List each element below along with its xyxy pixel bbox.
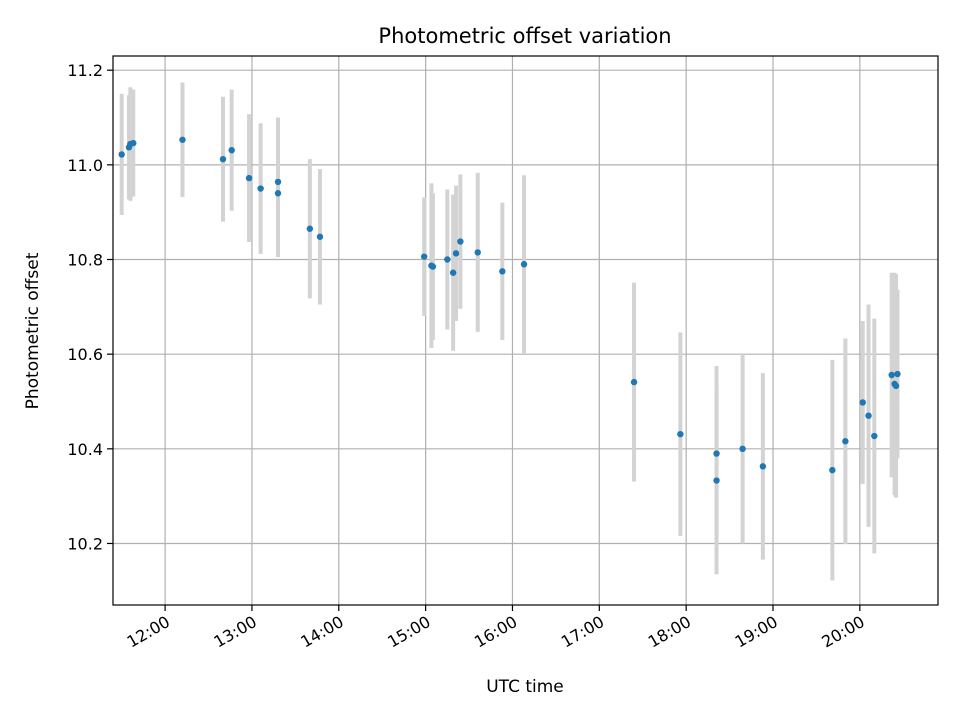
data-point xyxy=(865,412,872,419)
x-tick-label: 13:00 xyxy=(211,612,260,652)
data-point xyxy=(859,399,866,406)
data-point xyxy=(274,178,282,186)
chart-title: Photometric offset variation xyxy=(378,24,671,48)
x-tick-label: 18:00 xyxy=(645,612,694,652)
y-tick-label: 11.2 xyxy=(67,61,103,80)
x-tick-label: 19:00 xyxy=(732,612,781,652)
data-point xyxy=(306,225,314,232)
data-point xyxy=(759,463,767,470)
data-point xyxy=(892,382,900,390)
data-point xyxy=(228,146,235,154)
data-point xyxy=(739,445,746,453)
data-point xyxy=(429,263,437,270)
data-point xyxy=(457,238,464,245)
y-axis-label: Photometric offset xyxy=(23,252,43,409)
x-tick-label: 14:00 xyxy=(297,612,346,652)
data-point xyxy=(219,155,227,163)
y-tick-label: 10.4 xyxy=(67,440,103,459)
data-point xyxy=(894,370,901,378)
data-point xyxy=(316,233,324,240)
y-tick-label: 10.2 xyxy=(67,534,103,553)
x-tick-label: 12:00 xyxy=(124,612,173,652)
x-tick-label: 20:00 xyxy=(818,612,867,652)
x-tick-label: 15:00 xyxy=(384,612,433,652)
y-tick-label: 10.6 xyxy=(67,345,103,364)
data-point xyxy=(829,466,836,474)
x-tick-label: 17:00 xyxy=(558,612,607,652)
data-point xyxy=(420,253,428,260)
data-point xyxy=(520,261,528,268)
data-point xyxy=(499,268,506,275)
data-point xyxy=(713,477,720,484)
y-tick-label: 10.8 xyxy=(67,251,103,270)
data-point xyxy=(130,139,137,147)
data-point xyxy=(179,136,186,143)
data-point xyxy=(713,450,720,457)
data-point xyxy=(444,256,451,263)
data-points xyxy=(118,136,901,484)
data-point xyxy=(842,438,849,445)
data-point xyxy=(888,371,895,379)
x-tick-label: 16:00 xyxy=(471,612,520,652)
data-point xyxy=(630,378,638,386)
error-bars xyxy=(119,82,900,581)
data-point xyxy=(871,432,878,440)
data-point xyxy=(257,185,264,192)
data-point xyxy=(452,250,460,257)
plot-frame xyxy=(112,55,939,606)
data-point xyxy=(474,249,481,256)
axis-ticks: 12:00 13:00 14:00 15:00 16:00 17:00 18:00 19:00… xyxy=(67,61,867,651)
x-axis-label: UTC time xyxy=(486,677,564,697)
y-tick-label: 11.0 xyxy=(67,156,103,175)
data-point xyxy=(677,430,684,438)
data-point xyxy=(449,269,457,276)
data-point xyxy=(245,174,253,182)
data-point xyxy=(274,190,282,197)
data-point xyxy=(118,151,125,158)
